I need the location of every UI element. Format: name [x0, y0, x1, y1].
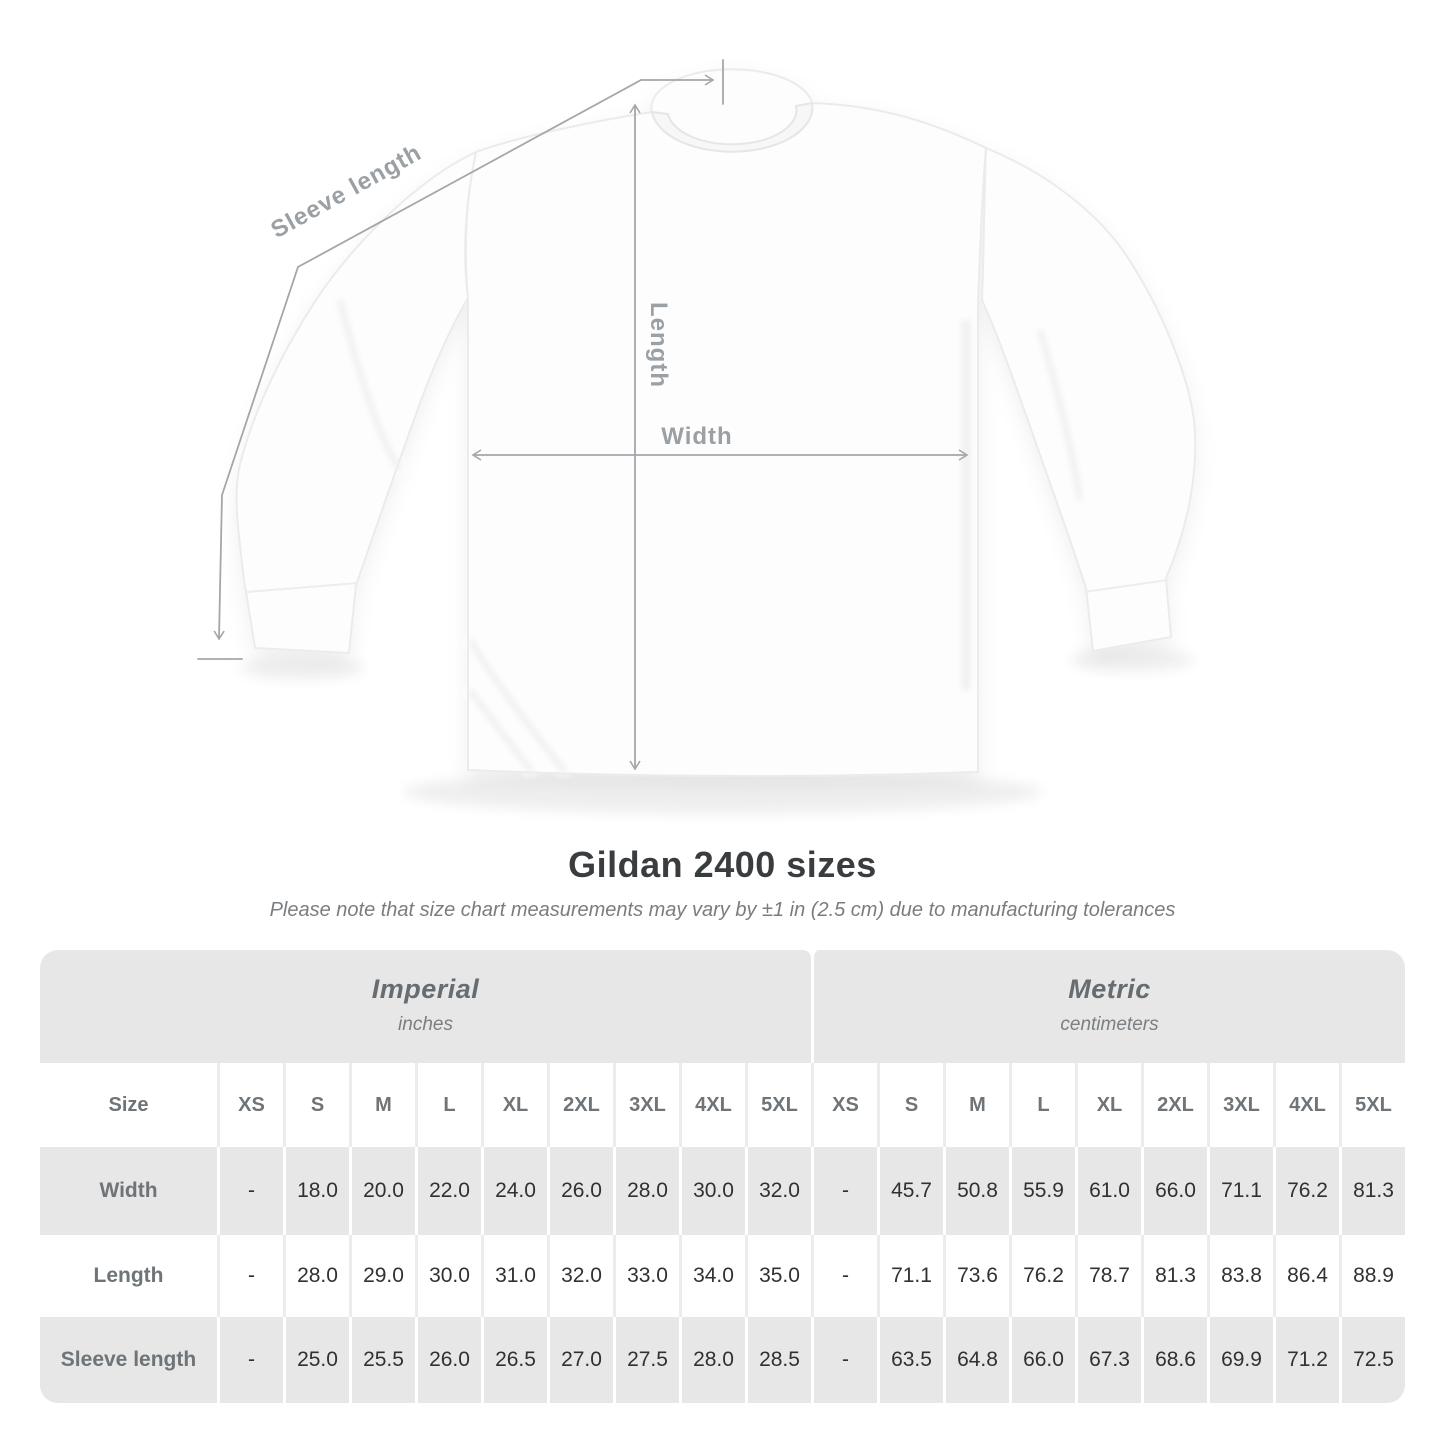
imperial-measurement-value: 25.0	[283, 1317, 349, 1403]
imperial-measurement-value: -	[217, 1147, 283, 1235]
metric-measurement-value: -	[811, 1317, 877, 1403]
imperial-measurement-value: 27.5	[613, 1317, 679, 1403]
imperial-measurement-value: 30.0	[415, 1235, 481, 1317]
metric-label: Metric	[1068, 973, 1151, 1004]
metric-units-label: centimeters	[1060, 1013, 1159, 1035]
row-label: Sleeve length	[40, 1317, 217, 1403]
long-sleeve-shirt	[235, 68, 1197, 778]
metric-measurement-value: 81.3	[1141, 1235, 1207, 1317]
metric-measurement-value: 66.0	[1141, 1147, 1207, 1235]
metric-measurement-value: 71.1	[1207, 1147, 1273, 1235]
metric-size-column-header: 5XL	[1339, 1063, 1405, 1147]
imperial-size-column-header: 3XL	[613, 1063, 679, 1147]
imperial-measurement-value: 33.0	[613, 1235, 679, 1317]
imperial-measurement-value: 26.5	[481, 1317, 547, 1403]
metric-measurement-value: 86.4	[1273, 1235, 1339, 1317]
metric-measurement-value: 81.3	[1339, 1147, 1405, 1235]
metric-unit-band: Metric centimeters	[811, 950, 1405, 1063]
size-corner-header: Size	[40, 1063, 217, 1147]
imperial-measurement-value: 26.0	[415, 1317, 481, 1403]
metric-measurement-value: 50.8	[943, 1147, 1009, 1235]
imperial-measurement-value: 18.0	[283, 1147, 349, 1235]
imperial-measurement-value: 32.0	[547, 1235, 613, 1317]
imperial-measurement-value: 28.0	[613, 1147, 679, 1235]
shirt-measurement-diagram: Sleeve length Length Width	[197, 59, 1197, 814]
imperial-measurement-value: -	[217, 1235, 283, 1317]
metric-measurement-value: 72.5	[1339, 1317, 1405, 1403]
metric-measurement-value: 71.2	[1273, 1317, 1339, 1403]
imperial-size-column-header: XL	[481, 1063, 547, 1147]
imperial-measurement-value: 25.5	[349, 1317, 415, 1403]
imperial-measurement-value: 22.0	[415, 1147, 481, 1235]
metric-measurement-value: -	[811, 1235, 877, 1317]
row-label: Length	[40, 1235, 217, 1317]
imperial-size-column-header: XS	[217, 1063, 283, 1147]
metric-measurement-value: 76.2	[1009, 1235, 1075, 1317]
imperial-measurement-value: 34.0	[679, 1235, 745, 1317]
metric-measurement-value: 66.0	[1009, 1317, 1075, 1403]
imperial-measurement-value: 20.0	[349, 1147, 415, 1235]
imperial-measurement-value: 27.0	[547, 1317, 613, 1403]
imperial-label: Imperial	[371, 973, 480, 1004]
imperial-measurement-value: 26.0	[547, 1147, 613, 1235]
metric-measurement-value: 64.8	[943, 1317, 1009, 1403]
metric-measurement-value: 55.9	[1009, 1147, 1075, 1235]
imperial-measurement-value: 28.0	[679, 1317, 745, 1403]
width-label: Width	[661, 423, 732, 450]
metric-measurement-value: 61.0	[1075, 1147, 1141, 1235]
metric-measurement-value: 78.7	[1075, 1235, 1141, 1317]
imperial-size-column-header: 2XL	[547, 1063, 613, 1147]
row-label: Width	[40, 1147, 217, 1235]
imperial-size-column-header: S	[283, 1063, 349, 1147]
metric-measurement-value: 45.7	[877, 1147, 943, 1235]
imperial-size-column-header: L	[415, 1063, 481, 1147]
imperial-size-column-header: 5XL	[745, 1063, 811, 1147]
measurement-lines	[197, 59, 969, 771]
imperial-measurement-value: 30.0	[679, 1147, 745, 1235]
metric-size-column-header: M	[943, 1063, 1009, 1147]
length-label: Length	[645, 302, 672, 388]
imperial-measurement-value: 28.5	[745, 1317, 811, 1403]
metric-measurement-value: 69.9	[1207, 1317, 1273, 1403]
metric-size-column-header: 4XL	[1273, 1063, 1339, 1147]
imperial-measurement-value: 35.0	[745, 1235, 811, 1317]
imperial-measurement-value: 24.0	[481, 1147, 547, 1235]
imperial-measurement-value: 31.0	[481, 1235, 547, 1317]
metric-size-column-header: XL	[1075, 1063, 1141, 1147]
metric-measurement-value: -	[811, 1147, 877, 1235]
metric-measurement-value: 76.2	[1273, 1147, 1339, 1235]
tolerance-note: Please note that size chart measurements…	[269, 899, 1176, 921]
imperial-measurement-value: 28.0	[283, 1235, 349, 1317]
metric-size-column-header: S	[877, 1063, 943, 1147]
imperial-measurement-value: 29.0	[349, 1235, 415, 1317]
metric-size-column-header: 2XL	[1141, 1063, 1207, 1147]
metric-size-column-header: L	[1009, 1063, 1075, 1147]
metric-measurement-value: 88.9	[1339, 1235, 1405, 1317]
page-title: Gildan 2400 sizes	[568, 844, 877, 885]
imperial-size-column-header: M	[349, 1063, 415, 1147]
metric-measurement-value: 63.5	[877, 1317, 943, 1403]
sleeve-length-diagonal	[213, 79, 642, 641]
size-table-grid: Imperial inches Metric centimeters Size X…	[40, 950, 1405, 1403]
imperial-unit-band: Imperial inches	[40, 950, 811, 1063]
shirt-shadow	[240, 648, 1194, 814]
metric-measurement-value: 73.6	[943, 1235, 1009, 1317]
metric-measurement-value: 71.1	[877, 1235, 943, 1317]
imperial-size-column-header: 4XL	[679, 1063, 745, 1147]
metric-size-column-header: 3XL	[1207, 1063, 1273, 1147]
imperial-units-label: inches	[398, 1013, 453, 1035]
metric-measurement-value: 68.6	[1141, 1317, 1207, 1403]
imperial-measurement-value: -	[217, 1317, 283, 1403]
metric-size-column-header: XS	[811, 1063, 877, 1147]
metric-measurement-value: 83.8	[1207, 1235, 1273, 1317]
imperial-measurement-value: 32.0	[745, 1147, 811, 1235]
metric-measurement-value: 67.3	[1075, 1317, 1141, 1403]
